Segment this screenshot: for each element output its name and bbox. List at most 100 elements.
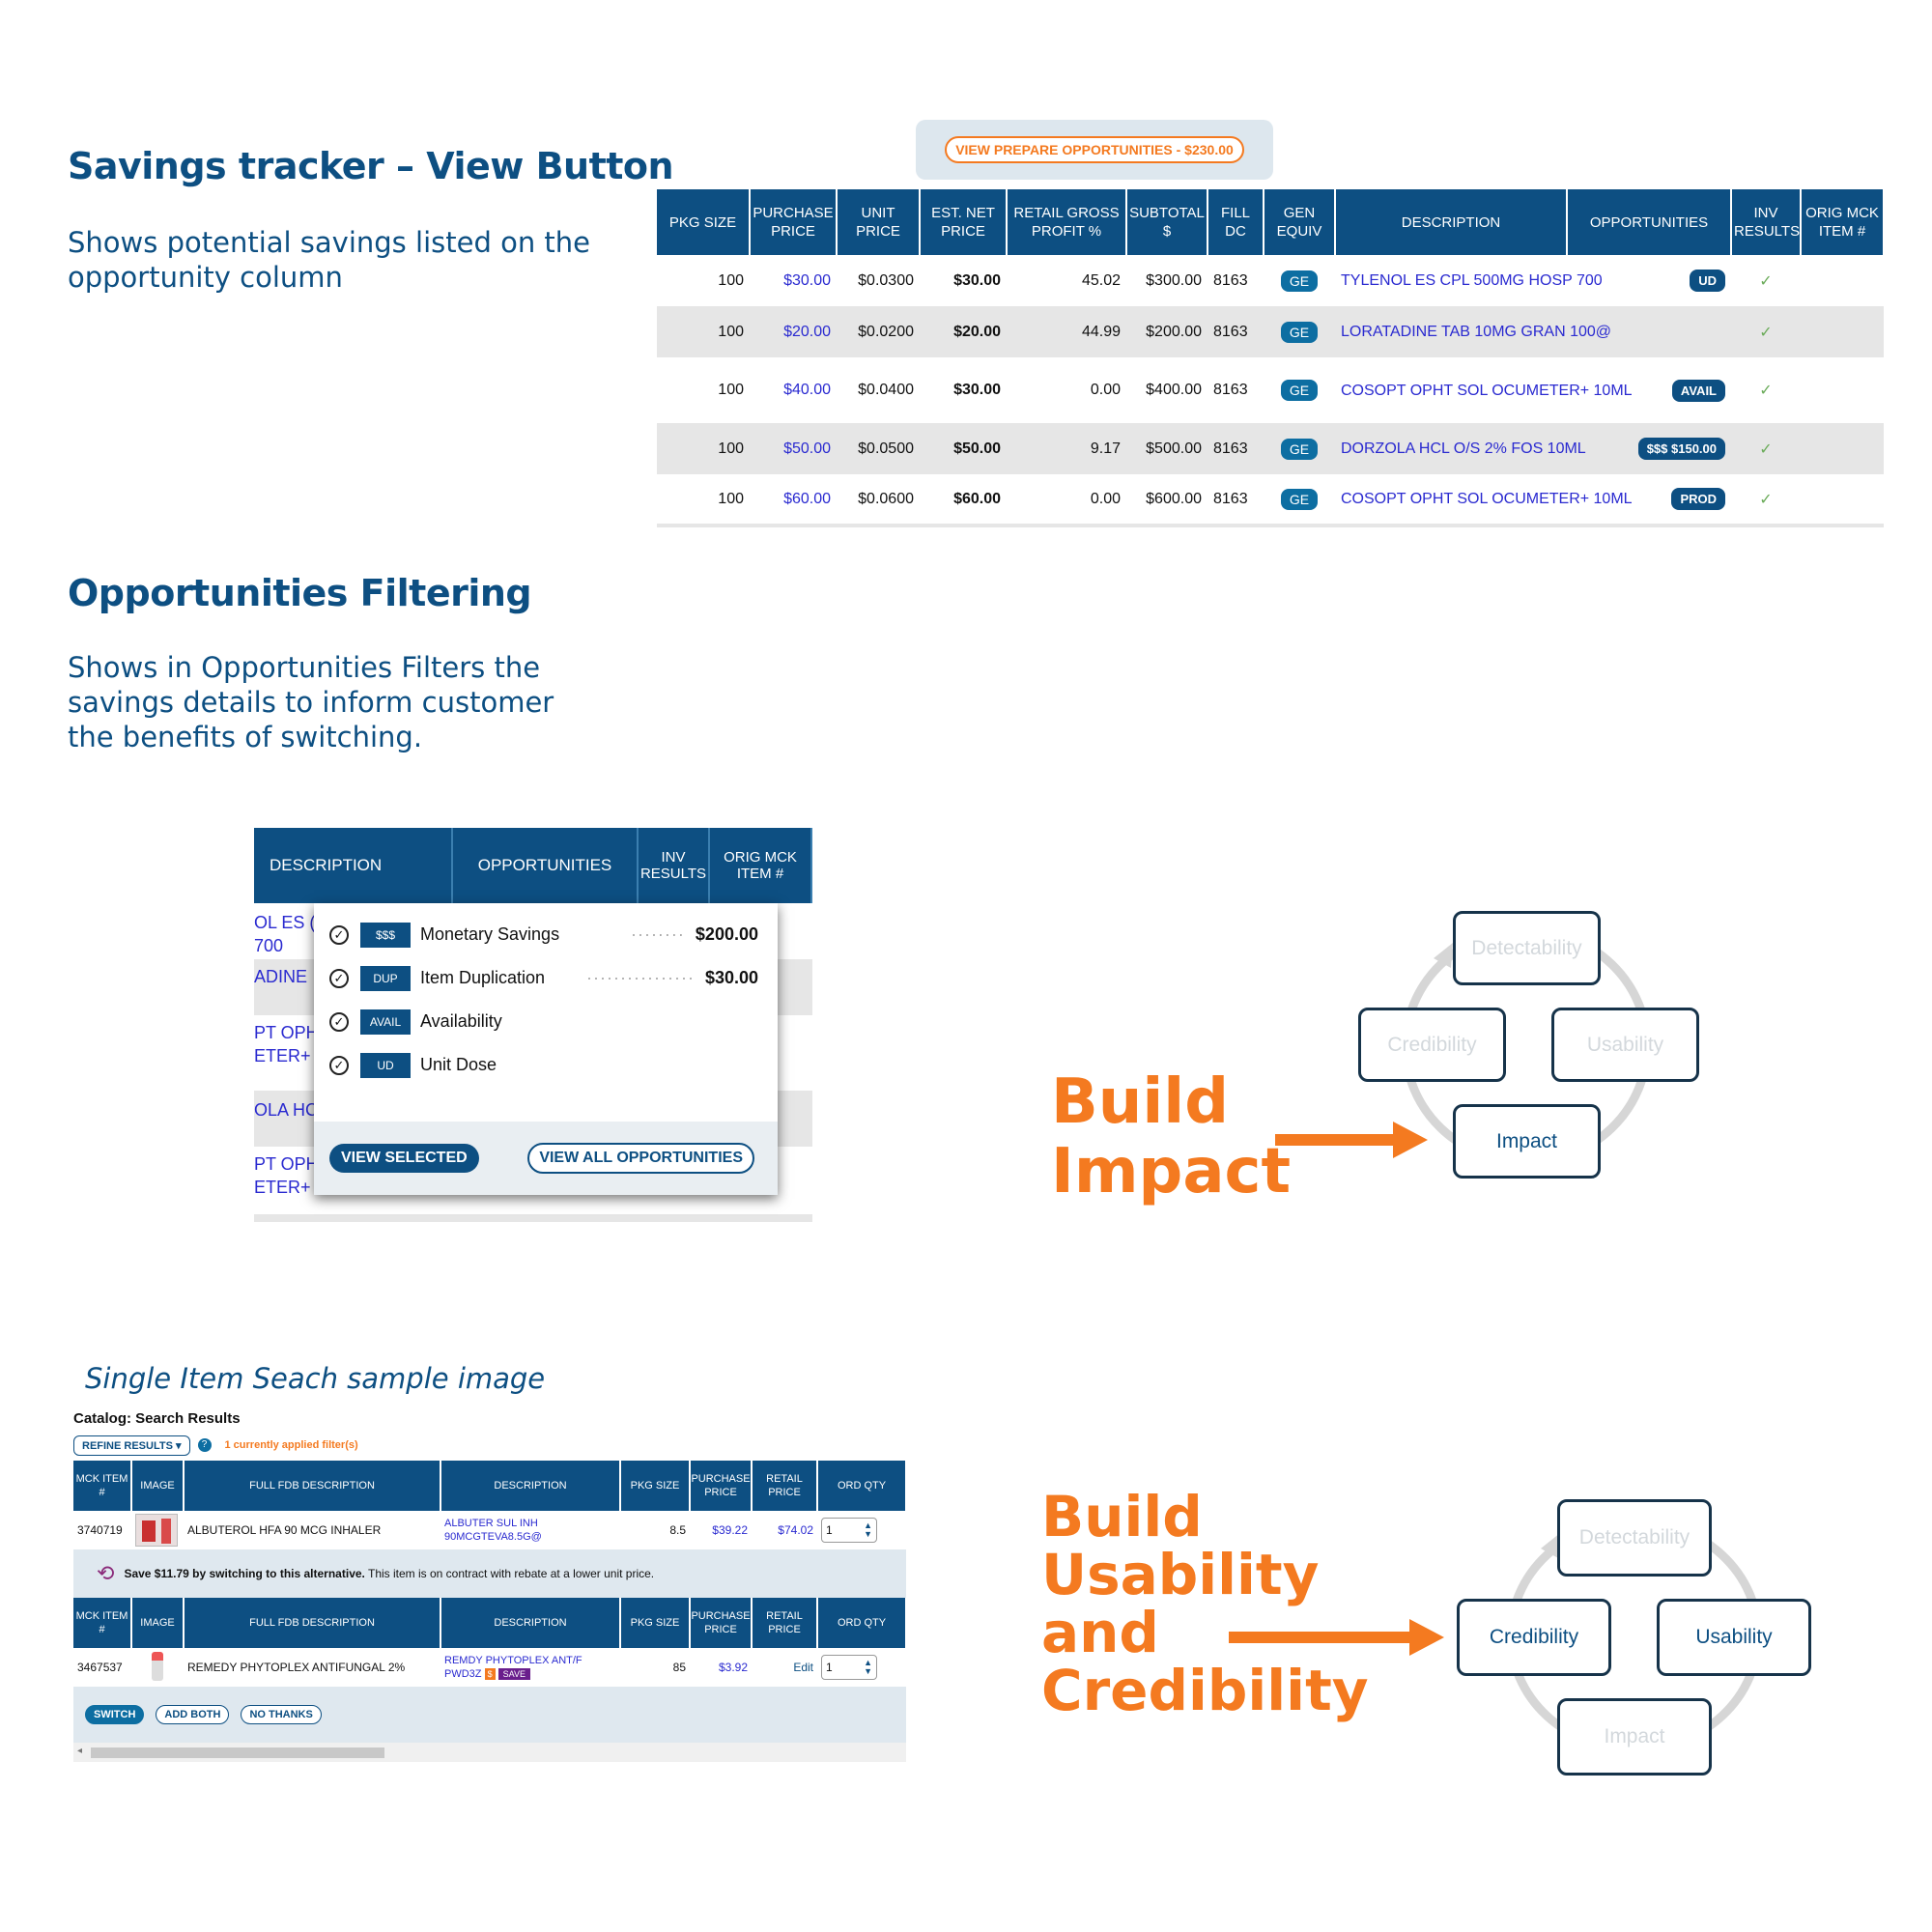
table-row: 100 $60.00 $0.0600 $60.00 0.00 $600.00 8… (657, 474, 1884, 526)
view-selected-button[interactable]: VIEW SELECTED (329, 1144, 479, 1173)
col-inv-results[interactable]: INV RESULTS (1731, 189, 1802, 255)
filter-option-unit-dose[interactable]: ✓ UD Unit Dose (329, 1043, 758, 1087)
col-image[interactable]: IMAGE (131, 1461, 185, 1511)
col-fill-dc[interactable]: FILL DC (1208, 189, 1264, 255)
save-badge: SAVE (497, 1668, 530, 1680)
col-pkg-size[interactable]: PKG SIZE (657, 189, 751, 255)
retail-price-edit-link[interactable]: Edit (752, 1648, 817, 1687)
diagram2-title: Build Usability and Credibility (1041, 1488, 1369, 1719)
checkbox-checked-icon[interactable]: ✓ (329, 924, 349, 945)
col-opportunities[interactable]: OPPORTUNITIES (1567, 189, 1732, 255)
node-usability: Usability (1657, 1599, 1811, 1676)
item-description-link[interactable]: LORATADINE TAB 10MG GRAN 100@ (1335, 306, 1611, 357)
opportunity-badge[interactable]: UD (1690, 270, 1725, 292)
col-mck-item[interactable]: MCK ITEM # (73, 1598, 132, 1648)
switch-button[interactable]: SWITCH (85, 1705, 145, 1724)
gen-equiv-badge[interactable]: GE (1280, 270, 1319, 292)
filter-col-opportunities[interactable]: OPPORTUNITIES (453, 828, 639, 903)
col-retail-price[interactable]: RETAIL PRICE (752, 1461, 818, 1511)
col-image[interactable]: IMAGE (131, 1598, 185, 1648)
pkg-size: 100 (657, 306, 750, 357)
item-description-link[interactable]: DORZOLA HCL O/S 2% FOS 10ML (1335, 423, 1586, 474)
opportunity-badge[interactable]: PROD (1671, 488, 1725, 510)
retail-price: $74.02 (752, 1511, 817, 1549)
stepper-arrows-icon: ▲ ▼ (864, 1520, 872, 1539)
col-retail-price[interactable]: RETAIL PRICE (752, 1598, 818, 1648)
filter-col-description[interactable]: DESCRIPTION (254, 828, 453, 903)
gen-equiv-badge[interactable]: GE (1280, 438, 1319, 460)
col-pkg-size[interactable]: PKG SIZE (620, 1461, 691, 1511)
col-orig-mck-item[interactable]: ORIG MCK ITEM # (1801, 189, 1885, 255)
table-row: 100 $40.00 $0.0400 $30.00 0.00 $400.00 8… (657, 357, 1884, 423)
filter-option-availability[interactable]: ✓ AVAIL Availability (329, 1000, 758, 1043)
est-net-price: $30.00 (953, 271, 1001, 289)
col-description[interactable]: DESCRIPTION (1335, 189, 1568, 255)
help-icon[interactable]: ? (197, 1438, 212, 1452)
col-description[interactable]: DESCRIPTION (440, 1461, 621, 1511)
option-tag: DUP (360, 965, 411, 991)
col-ord-qty[interactable]: ORD QTY (817, 1598, 907, 1648)
col-est-net-price[interactable]: EST. NET PRICE (920, 189, 1008, 255)
stepper-arrows-icon: ▲ ▼ (864, 1658, 872, 1676)
gen-equiv-badge[interactable]: GE (1280, 488, 1319, 510)
filter-col-orig-mck[interactable]: ORIG MCK ITEM # (710, 828, 812, 903)
gen-equiv-badge[interactable]: GE (1280, 380, 1319, 401)
subtotal: $600.00 (1146, 490, 1202, 507)
col-purchase-price[interactable]: PURCHASE PRICE (750, 189, 838, 255)
diagram2-title-line: Usability (1041, 1542, 1320, 1607)
pkg-size: 85 (620, 1648, 690, 1687)
quantity-stepper[interactable]: 1 ▲ ▼ (821, 1518, 877, 1543)
col-purchase-price[interactable]: PURCHASE PRICE (690, 1598, 753, 1648)
checkbox-checked-icon[interactable]: ✓ (329, 1055, 349, 1075)
gross-profit: 45.02 (1081, 271, 1121, 289)
col-purchase-price[interactable]: PURCHASE PRICE (690, 1461, 753, 1511)
table-row: 3740719 ALBUTEROL HFA 90 MCG INHALER ALB… (73, 1511, 906, 1549)
description-link[interactable]: ALBUTER SUL INH 90MCGTEVA8.5G@ (440, 1511, 620, 1549)
opportunity-badge[interactable]: $$$ $150.00 (1637, 438, 1725, 460)
refine-results-button[interactable]: REFINE RESULTS ▾ (73, 1435, 190, 1456)
filter-screenshot: DESCRIPTION OPPORTUNITIES INV RESULTS OR… (254, 828, 812, 1229)
gen-equiv-badge[interactable]: GE (1280, 321, 1319, 343)
item-description-link[interactable]: TYLENOL ES CPL 500MG HOSP 700 (1341, 272, 1603, 289)
node-impact: Impact (1557, 1698, 1712, 1776)
col-pkg-size[interactable]: PKG SIZE (620, 1598, 691, 1648)
diagram1-title: Build Impact (1051, 1067, 1291, 1207)
filter-option-monetary-savings[interactable]: ✓ $$$ Monetary Savings · · · · · · · · $… (329, 913, 758, 956)
purchase-price: $60.00 (783, 490, 831, 507)
col-description[interactable]: DESCRIPTION (440, 1598, 621, 1648)
opportunities-table: PKG SIZE PURCHASE PRICE UNIT PRICE EST. … (657, 189, 1885, 527)
add-both-button[interactable]: ADD BOTH (156, 1705, 230, 1724)
quantity-stepper[interactable]: 1 ▲ ▼ (821, 1655, 877, 1680)
checkbox-checked-icon[interactable]: ✓ (329, 1011, 349, 1032)
purchase-price: $40.00 (783, 382, 831, 398)
horizontal-scrollbar[interactable]: ◂ (73, 1743, 906, 1762)
col-gen-equiv[interactable]: GEN EQUIV (1264, 189, 1336, 255)
view-prepare-opportunities-button[interactable]: VIEW PREPARE OPPORTUNITIES - $230.00 (945, 136, 1244, 163)
col-retail-gross-profit[interactable]: RETAIL GROSS PROFIT % (1007, 189, 1127, 255)
col-ord-qty[interactable]: ORD QTY (817, 1461, 907, 1511)
fill-dc: 8163 (1213, 490, 1248, 507)
filter-option-item-duplication[interactable]: ✓ DUP Item Duplication · · · · · · · · ·… (329, 956, 758, 1000)
pkg-size: 100 (718, 271, 744, 289)
checkbox-checked-icon[interactable]: ✓ (329, 968, 349, 988)
opportunity-badge[interactable]: AVAIL (1671, 379, 1725, 402)
description-link[interactable]: REMDY PHYTOPLEX ANT/F PWD3Z (444, 1655, 582, 1680)
scroll-left-icon[interactable]: ◂ (77, 1746, 83, 1756)
view-all-opportunities-button[interactable]: VIEW ALL OPPORTUNITIES (527, 1143, 754, 1174)
col-unit-price[interactable]: UNIT PRICE (837, 189, 921, 255)
scrollbar-thumb[interactable] (91, 1747, 384, 1758)
filter-col-inv-results[interactable]: INV RESULTS (639, 828, 710, 903)
check-icon: ✓ (1759, 383, 1773, 399)
item-description-link[interactable]: COSOPT OPHT SOL OCUMETER+ 10ML (1341, 491, 1633, 507)
filter-note[interactable]: 1 currently applied filter(s) (224, 1439, 358, 1451)
item-description-link[interactable]: COSOPT OPHT SOL OCUMETER+ 10ML (1341, 382, 1633, 399)
col-full-fdb-description[interactable]: FULL FDB DESCRIPTION (184, 1461, 441, 1511)
mck-item: 3740719 (73, 1511, 131, 1549)
option-amount: $200.00 (695, 924, 758, 944)
option-label: Unit Dose (420, 1055, 497, 1074)
unit-price: $0.0200 (837, 306, 920, 357)
col-full-fdb-description[interactable]: FULL FDB DESCRIPTION (184, 1598, 441, 1648)
col-subtotal[interactable]: SUBTOTAL $ (1126, 189, 1208, 255)
no-thanks-button[interactable]: NO THANKS (241, 1705, 322, 1724)
col-mck-item[interactable]: MCK ITEM # (73, 1461, 132, 1511)
